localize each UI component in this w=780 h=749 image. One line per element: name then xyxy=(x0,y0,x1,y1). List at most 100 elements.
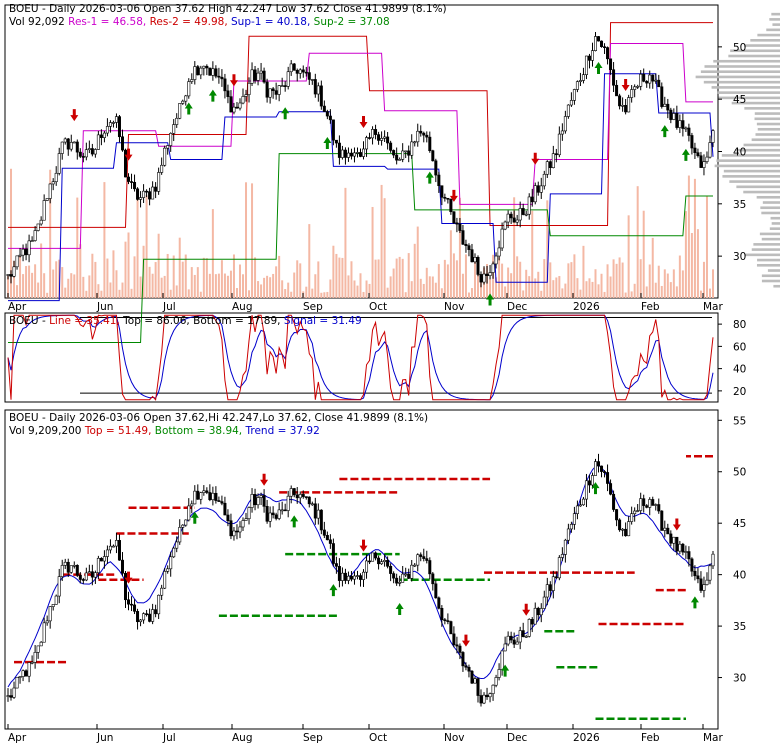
candle-body xyxy=(358,152,362,157)
candle-body xyxy=(349,575,353,580)
volume-bar xyxy=(458,197,461,298)
volume-profile-bar xyxy=(716,159,780,162)
volume-bar xyxy=(473,261,476,298)
candle-body xyxy=(111,545,115,548)
volume-bar xyxy=(449,230,452,298)
candle-body xyxy=(530,196,534,203)
candle-body xyxy=(630,513,634,522)
volume-profile-bar xyxy=(756,122,780,126)
candle-body xyxy=(178,527,182,543)
candle-body xyxy=(271,88,275,91)
volume-profile-bar xyxy=(770,216,780,220)
sell-arrow xyxy=(359,539,368,552)
candle-body xyxy=(533,185,537,203)
volume-bar xyxy=(416,226,419,298)
volume-bar xyxy=(281,280,284,298)
volume-bar xyxy=(308,224,311,298)
volume-bar xyxy=(217,273,220,298)
candle-body xyxy=(60,141,64,154)
candle-body xyxy=(461,230,465,245)
buy-arrow xyxy=(690,596,699,609)
volume-bar xyxy=(666,273,669,298)
candle-body xyxy=(506,635,510,645)
volume-bar xyxy=(561,288,564,298)
candle-body xyxy=(615,509,619,521)
candle-body xyxy=(78,574,82,580)
volume-bar xyxy=(401,258,404,298)
candle-body xyxy=(443,197,447,199)
candle-body xyxy=(48,183,52,199)
volume-bar xyxy=(28,265,31,298)
volume-bar xyxy=(681,270,684,298)
candle-body xyxy=(428,136,432,151)
y-tick-label: 40 xyxy=(733,147,746,159)
volume-profile-bar xyxy=(769,227,780,230)
candle-body xyxy=(702,584,706,591)
candle-body xyxy=(217,500,221,502)
volume-bar xyxy=(278,255,281,298)
candle-body xyxy=(142,613,146,621)
candle-body xyxy=(63,138,67,143)
candle-body xyxy=(383,136,387,139)
y-tick-label: 40 xyxy=(733,364,746,376)
volume-bar xyxy=(25,266,28,298)
candle-body xyxy=(148,613,152,622)
volume-bar xyxy=(404,292,407,298)
volume-bar xyxy=(588,278,591,298)
buy-arrow xyxy=(184,102,193,115)
candle-body xyxy=(392,573,396,579)
buy-arrow xyxy=(323,136,332,149)
candle-body xyxy=(72,564,76,567)
candle-body xyxy=(63,561,67,566)
candle-body xyxy=(651,499,655,506)
x-tick-label: Dec xyxy=(507,301,528,313)
candle-body xyxy=(319,509,323,531)
candle-body xyxy=(696,152,700,157)
volume-bar xyxy=(46,292,49,298)
candle-body xyxy=(416,554,420,566)
volume-bar xyxy=(112,250,115,298)
candle-body xyxy=(600,40,604,47)
candle-body xyxy=(693,147,697,153)
candle-body xyxy=(539,185,543,193)
candle-body xyxy=(69,565,73,573)
candle-body xyxy=(313,503,317,519)
candle-body xyxy=(404,150,408,153)
candle-body xyxy=(355,575,359,577)
volume-profile-bar xyxy=(730,49,780,53)
volume-bar xyxy=(52,269,55,298)
volume-profile-bar xyxy=(757,127,780,131)
volume-bar xyxy=(94,261,97,298)
candle-body xyxy=(331,119,335,141)
x-tick-label: 2026 xyxy=(573,732,600,744)
candle-body xyxy=(283,85,287,87)
candle-body xyxy=(575,505,579,514)
candle-body xyxy=(190,79,194,82)
candle-body xyxy=(226,514,230,522)
volume-bar xyxy=(79,244,82,298)
volume-profile-bar xyxy=(750,39,780,42)
volume-bar xyxy=(356,285,359,298)
volume-profile-bar xyxy=(762,201,780,204)
candle-body xyxy=(503,221,507,230)
volume-bar xyxy=(260,284,263,298)
volume-bar xyxy=(76,197,79,298)
volume-bar xyxy=(675,286,678,298)
candle-body xyxy=(416,130,420,143)
candle-body xyxy=(395,577,399,584)
candle-body xyxy=(157,172,161,192)
volume-bar xyxy=(461,273,464,298)
candle-body xyxy=(446,620,450,622)
candle-body xyxy=(377,557,381,565)
candle-body xyxy=(642,498,646,506)
candle-body xyxy=(136,188,140,200)
candle-body xyxy=(512,217,516,223)
candle-body xyxy=(289,488,293,497)
candle-body xyxy=(633,510,637,515)
candle-body xyxy=(476,257,480,275)
candle-body xyxy=(9,274,13,277)
volume-bar xyxy=(317,261,320,298)
x-tick-label: Apr xyxy=(8,301,27,313)
candle-body xyxy=(84,149,88,158)
volume-bar xyxy=(341,257,344,298)
